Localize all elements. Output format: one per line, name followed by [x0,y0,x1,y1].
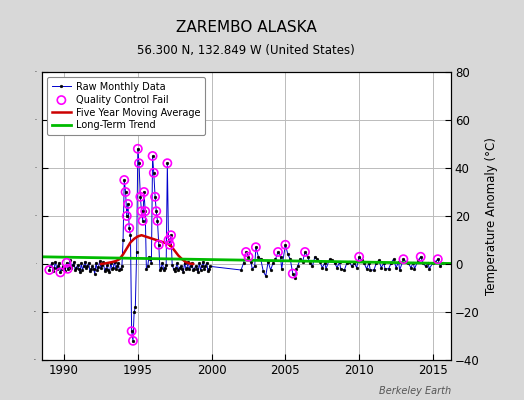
Quality Control Fail [417,254,425,260]
Five Year Moving Average [105,260,112,265]
Quality Control Fail [62,260,71,266]
Quality Control Fail [434,256,442,262]
Quality Control Fail [281,242,290,248]
Raw Monthly Data [135,146,141,151]
Raw Monthly Data [105,268,112,272]
Quality Control Fail [127,328,136,334]
Quality Control Fail [399,256,408,262]
Quality Control Fail [167,232,175,238]
Raw Monthly Data [139,218,146,223]
Five Year Moving Average [135,234,141,239]
Five Year Moving Average [120,252,126,257]
Line: Raw Monthly Data: Raw Monthly Data [48,148,444,342]
Five Year Moving Average [179,257,185,262]
Quality Control Fail [244,254,253,260]
Five Year Moving Average [127,240,134,245]
Quality Control Fail [242,249,250,255]
Quality Control Fail [125,225,134,231]
Raw Monthly Data [130,338,136,343]
Quality Control Fail [137,208,146,214]
Quality Control Fail [163,160,171,166]
Five Year Moving Average [138,233,145,238]
Five Year Moving Average [109,260,115,264]
Quality Control Fail [45,267,53,273]
Text: Berkeley Earth: Berkeley Earth [378,386,451,396]
Quality Control Fail [289,270,297,277]
Legend: Raw Monthly Data, Quality Control Fail, Five Year Moving Average, Long-Term Tren: Raw Monthly Data, Quality Control Fail, … [47,77,205,135]
Five Year Moving Average [160,240,167,245]
Raw Monthly Data [125,202,131,206]
Five Year Moving Average [98,262,104,266]
Quality Control Fail [134,146,142,152]
Five Year Moving Average [168,244,174,248]
Five Year Moving Average [175,253,181,258]
Quality Control Fail [148,153,157,159]
Text: 56.300 N, 132.849 W (United States): 56.300 N, 132.849 W (United States) [137,44,355,57]
Line: Five Year Moving Average: Five Year Moving Average [101,235,193,264]
Five Year Moving Average [116,257,123,262]
Five Year Moving Average [149,236,156,241]
Quality Control Fail [56,269,64,276]
Quality Control Fail [140,189,148,195]
Quality Control Fail [151,194,159,200]
Quality Control Fail [141,208,149,214]
Raw Monthly Data [46,268,52,272]
Quality Control Fail [155,242,163,248]
Quality Control Fail [252,244,260,250]
Quality Control Fail [138,218,147,224]
Quality Control Fail [166,242,174,248]
Quality Control Fail [301,249,309,255]
Raw Monthly Data [126,226,133,230]
Quality Control Fail [149,170,158,176]
Five Year Moving Average [190,262,196,266]
Quality Control Fail [135,160,143,166]
Quality Control Fail [153,218,161,224]
Five Year Moving Average [157,239,163,244]
Five Year Moving Average [164,241,170,246]
Quality Control Fail [165,237,173,243]
Y-axis label: Temperature Anomaly (°C): Temperature Anomaly (°C) [485,137,498,295]
Text: ZAREMBO ALASKA: ZAREMBO ALASKA [176,20,316,35]
Raw Monthly Data [121,178,127,182]
Raw Monthly Data [354,265,360,270]
Quality Control Fail [123,213,131,219]
Five Year Moving Average [187,261,193,266]
Five Year Moving Average [142,234,148,239]
Five Year Moving Average [124,246,130,251]
Five Year Moving Average [171,248,178,253]
Quality Control Fail [124,201,132,207]
Quality Control Fail [129,338,137,344]
Quality Control Fail [122,189,130,195]
Quality Control Fail [274,249,282,255]
Five Year Moving Average [153,238,159,242]
Quality Control Fail [136,194,145,200]
Five Year Moving Average [146,235,152,240]
Quality Control Fail [63,266,72,272]
Five Year Moving Average [102,261,108,266]
Five Year Moving Average [113,259,119,264]
Five Year Moving Average [183,260,189,264]
Quality Control Fail [355,254,363,260]
Quality Control Fail [120,177,128,183]
Five Year Moving Average [131,236,137,241]
Raw Monthly Data [440,260,446,265]
Quality Control Fail [152,208,160,214]
